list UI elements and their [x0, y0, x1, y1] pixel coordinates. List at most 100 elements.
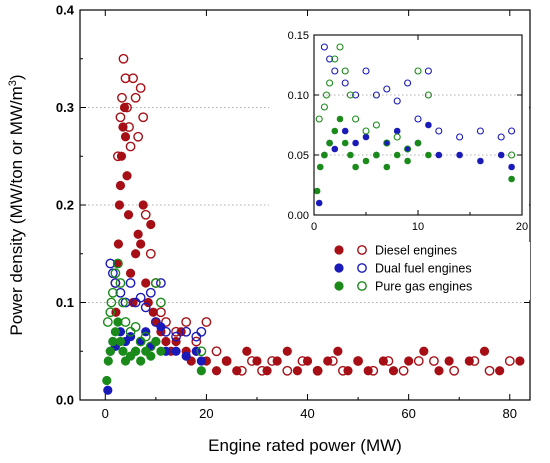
data-point — [429, 356, 439, 366]
data-point — [211, 366, 222, 376]
y-title-end: ) — [7, 74, 26, 80]
inset-data-point — [414, 115, 422, 123]
inset-data-point — [341, 139, 349, 147]
data-point — [113, 239, 124, 249]
main-points — [102, 53, 525, 395]
data-point — [181, 326, 192, 337]
data-point — [122, 102, 132, 113]
data-point — [191, 331, 202, 342]
x-tick-label: 40 — [300, 406, 314, 421]
data-point — [495, 366, 505, 376]
data-point — [155, 278, 166, 288]
data-point — [135, 83, 146, 93]
data-point — [103, 385, 113, 395]
inset-grid — [314, 94, 522, 156]
inset-data-point — [393, 151, 401, 159]
data-point — [302, 356, 313, 366]
data-point — [106, 297, 117, 308]
data-point — [363, 366, 373, 376]
inset-y-tick-label: 0.10 — [288, 90, 309, 102]
inset-y-tick-label: 0.05 — [288, 150, 309, 162]
y-tick-label: 0.0 — [56, 393, 74, 408]
inset-data-point — [320, 103, 328, 111]
inset-data-point — [331, 55, 339, 63]
inset-data-point — [313, 187, 321, 195]
inset-data-point — [393, 127, 401, 135]
inset-data-point — [331, 145, 339, 153]
data-point — [103, 356, 113, 366]
data-point — [130, 92, 141, 103]
y-tick-label: 0.1 — [56, 295, 74, 310]
data-point — [449, 365, 460, 376]
data-point — [171, 346, 181, 356]
inset-data-point — [326, 55, 334, 63]
y-title-text: Power density (MW/ton or MW/m — [7, 86, 26, 335]
legend-label: Diesel engines — [375, 244, 457, 258]
data-point — [119, 102, 130, 113]
inset-data-point — [336, 43, 344, 51]
main-axes: 0 20 40 60 80 0.0 0.1 0.2 0.3 0.4 — [56, 3, 531, 421]
data-point — [107, 287, 118, 298]
data-point — [105, 307, 116, 318]
data-point — [292, 366, 303, 376]
inset-data-point — [414, 67, 422, 75]
inset-data-point — [341, 67, 349, 75]
data-point — [117, 92, 127, 103]
data-point — [114, 200, 125, 210]
data-point — [125, 278, 136, 288]
inset-data-point — [508, 163, 515, 171]
inset-data-point — [362, 127, 370, 135]
data-point — [196, 326, 207, 337]
data-point — [140, 302, 151, 313]
data-point — [434, 366, 444, 376]
legend-label: Pure gas engines — [375, 280, 472, 294]
inset-data-point — [326, 79, 334, 87]
data-point — [108, 336, 118, 347]
data-point — [398, 365, 409, 376]
inset-data-point — [404, 145, 412, 153]
inset-data-point — [508, 127, 516, 135]
inset-chart: 0 10 20 0.00 0.05 0.10 0.15 — [269, 27, 529, 237]
inset-data-point — [425, 151, 432, 159]
legend-marker-filled — [334, 263, 344, 273]
y-axis-title: Power density (MW/ton or MW/m3) — [7, 74, 26, 335]
inset-data-point — [508, 175, 515, 183]
inset-data-point — [373, 151, 380, 159]
legend-label: Dual fuel engines — [375, 262, 472, 276]
data-point — [196, 356, 206, 366]
data-point — [272, 356, 282, 366]
legend-marker-filled — [334, 281, 344, 291]
data-point — [262, 366, 272, 376]
data-point — [267, 356, 278, 366]
data-point — [221, 356, 232, 366]
data-point — [469, 356, 480, 366]
data-point — [145, 287, 156, 298]
inset-data-point — [393, 97, 401, 105]
data-point — [128, 297, 138, 308]
data-point — [171, 331, 181, 342]
inset-y-tick-label: 0.15 — [288, 30, 309, 42]
inset-data-point — [315, 199, 323, 207]
inset-data-point — [331, 127, 339, 135]
data-point — [211, 346, 222, 357]
data-point — [125, 326, 136, 337]
inset-data-point — [341, 127, 349, 135]
data-point — [122, 171, 132, 181]
inset-data-point — [414, 139, 422, 147]
inset-data-point — [497, 151, 505, 159]
data-point — [125, 141, 136, 152]
x-tick-label: 20 — [199, 406, 213, 421]
inset-data-point — [362, 133, 370, 141]
data-point — [136, 239, 146, 249]
data-point — [323, 356, 333, 366]
data-point — [118, 297, 128, 308]
data-point — [107, 268, 118, 279]
inset-data-point — [435, 127, 443, 135]
data-point — [115, 278, 126, 288]
data-point — [479, 346, 490, 356]
data-point — [247, 356, 257, 366]
inset-data-point — [372, 91, 380, 99]
data-point — [383, 356, 394, 366]
data-point — [282, 365, 293, 376]
data-point — [338, 365, 348, 376]
